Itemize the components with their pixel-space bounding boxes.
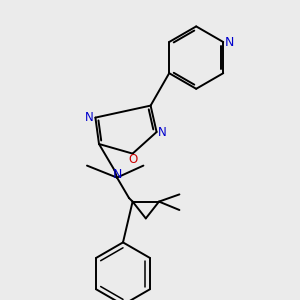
Text: N: N (85, 111, 94, 124)
Text: N: N (112, 167, 122, 181)
Text: N: N (224, 35, 234, 49)
Text: O: O (128, 153, 137, 166)
Text: N: N (158, 125, 167, 139)
